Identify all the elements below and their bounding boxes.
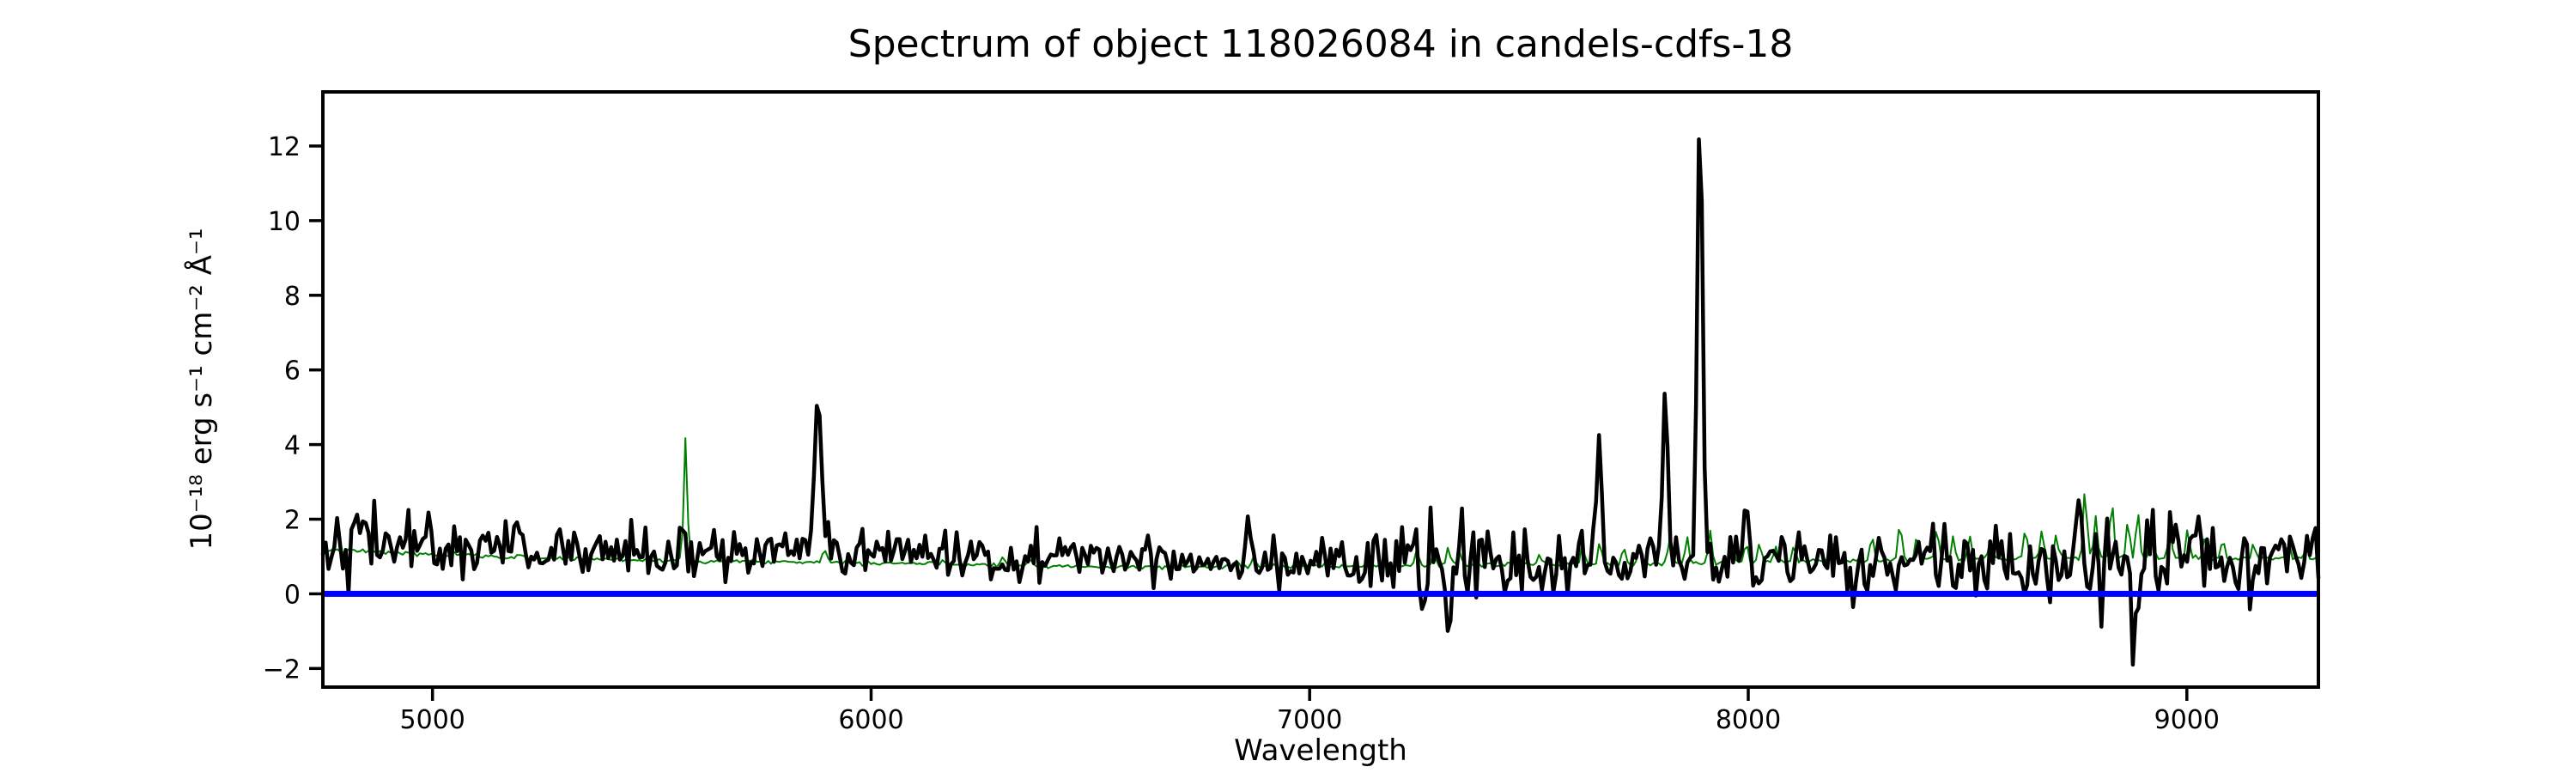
y-tick-label: 2 xyxy=(284,506,301,536)
x-tick-label: 5000 xyxy=(400,705,465,735)
object-spectrum-line xyxy=(320,137,2321,667)
y-tick-label: −2 xyxy=(263,654,301,685)
x-tick-label: 8000 xyxy=(1716,705,1781,735)
y-tick-label: 8 xyxy=(284,282,301,312)
x-tick-label: 9000 xyxy=(2154,705,2220,735)
y-tick-label: 10 xyxy=(268,207,301,237)
y-tick-label: 12 xyxy=(268,132,301,162)
y-tick-label: 6 xyxy=(284,356,301,386)
plot-frame xyxy=(321,90,2320,689)
x-tick-label: 6000 xyxy=(838,705,903,735)
x-tick-label: 7000 xyxy=(1277,705,1342,735)
chart-title: Spectrum of object 118026084 in candels-… xyxy=(848,22,1794,66)
x-axis-label: Wavelength xyxy=(1234,733,1407,768)
y-tick-label: 0 xyxy=(284,580,301,610)
y-tick-label: 4 xyxy=(284,431,301,461)
